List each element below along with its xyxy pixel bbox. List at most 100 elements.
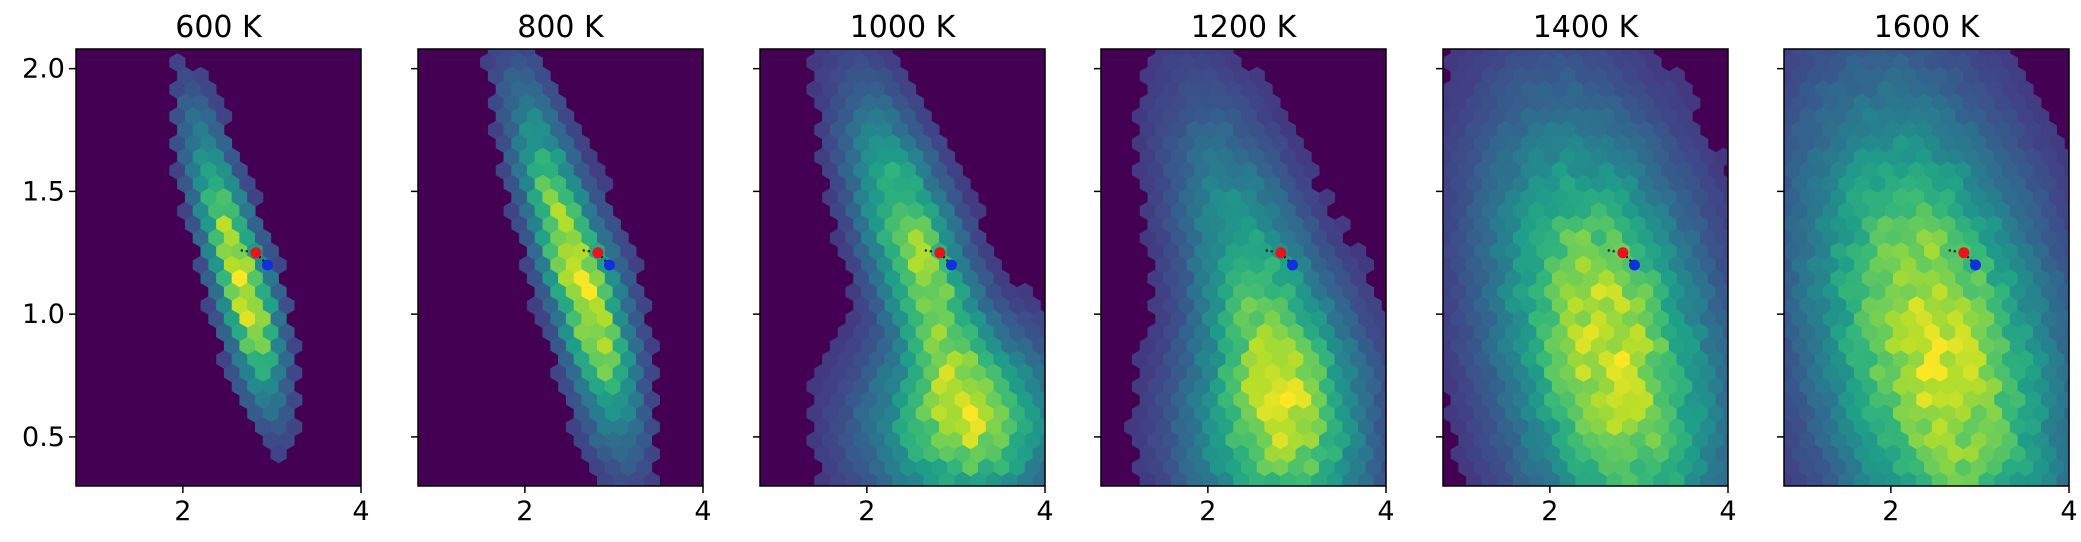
hexbin-cell [1280, 201, 1297, 221]
hexbin-cell [2064, 379, 2069, 394]
hexbin-cell [1575, 336, 1592, 356]
hexbin-cell [1544, 201, 1561, 221]
hexbin-cells [169, 53, 303, 464]
hexbin-cell [822, 404, 839, 423]
hexbin-cell [1606, 282, 1623, 302]
hexbin-cell [1698, 485, 1702, 486]
hexbin-cell [1924, 53, 1941, 72]
hexbin-cell [1155, 228, 1172, 248]
hexbin-cell [1715, 417, 1728, 437]
hexbin-cell [1684, 228, 1701, 248]
hexbin-cell [2017, 431, 2034, 450]
hexbin-cell [1458, 296, 1475, 315]
hexbin-cell [1900, 336, 1917, 356]
hexbin-cell [1202, 147, 1219, 167]
hexbin-cell [806, 431, 823, 450]
hexbin-cell [1955, 323, 1972, 342]
hexbin-cell [1994, 93, 2011, 113]
hexbin-cell [1326, 471, 1343, 486]
hexbin-cell [550, 174, 567, 194]
hexbin-cell [900, 458, 917, 477]
hexbin-cell [278, 404, 295, 423]
hexbin-cell [1334, 350, 1351, 369]
hexbin-cell [1319, 188, 1336, 207]
hexbin-cell [1723, 325, 1728, 340]
hexbin-cell [1194, 188, 1211, 207]
hexbin-cell [1178, 431, 1195, 450]
hexbin-cell [1869, 390, 1886, 410]
hexbin-cell [1163, 350, 1180, 369]
hexbin-cell [915, 323, 932, 342]
hexbin-cell [1838, 417, 1855, 437]
hexbin-cell [1598, 458, 1615, 477]
hexbin-cell [1264, 309, 1281, 329]
hexbin-cell [1163, 296, 1180, 315]
hexbin-cell [1684, 417, 1701, 437]
hexbin-cell [1822, 49, 1839, 59]
hexbin-cell [1799, 350, 1816, 369]
hexbin-cell [542, 242, 559, 261]
hexbin-cell [1731, 310, 1747, 329]
hexbin-cell [200, 269, 217, 288]
hexbin-cell [2017, 134, 2034, 153]
hexbin-cell [829, 336, 846, 356]
hexbin-cell [1163, 431, 1180, 450]
hexbin-cell [1583, 188, 1600, 207]
hexbin-cell [1311, 363, 1328, 383]
hexbin-cell [534, 174, 551, 194]
hexbin-cell [1846, 296, 1863, 315]
hexbin-cell [604, 431, 621, 450]
hexbin-cell [1325, 485, 1329, 486]
hexbin-cell [1295, 390, 1312, 410]
hexbin-cell [1846, 431, 1863, 450]
hexbin-cell [1955, 431, 1972, 450]
hexbin-cell [1590, 255, 1607, 275]
hexbin-cell [1520, 269, 1537, 288]
hexbin-cell [1731, 256, 1747, 275]
hexbin-cell [1590, 120, 1607, 140]
hexbin-cell [1606, 93, 1623, 113]
hexbin-cell [828, 485, 832, 486]
hexbin-cell [1838, 309, 1855, 329]
hexbin-cell [628, 282, 645, 302]
hexbin-cell [1481, 255, 1498, 275]
hexbin-cell [1590, 336, 1607, 356]
hexbin-cell [1481, 120, 1498, 140]
hexbin-cell [1473, 431, 1490, 450]
hexbin-cell [1978, 255, 1995, 275]
hexbin-cell [954, 336, 971, 356]
hexbin-cell [1739, 377, 1755, 396]
hexbin-cell [1622, 417, 1639, 437]
hexbin-cell [597, 228, 614, 248]
hexbin-cell [1040, 352, 1045, 367]
hexbin-cell [1287, 242, 1304, 261]
hexbin-cell [853, 377, 870, 396]
hexbin-cell [1248, 471, 1265, 486]
hexbin-cell [1287, 323, 1304, 342]
hexbin-cell [1280, 390, 1297, 410]
hexbin-cell [1225, 323, 1242, 342]
hexbin-cell [1784, 363, 1792, 383]
hexbin-cell [1760, 256, 1776, 275]
hexbin-cell [1892, 80, 1909, 99]
hexbin-cell [1056, 431, 1072, 450]
hexbin-cell [907, 201, 924, 221]
hexbin-cell [1978, 174, 1995, 194]
hexbin-cell [1760, 337, 1776, 356]
hexbin-cell [1900, 444, 1917, 464]
hexbin-cell [542, 269, 559, 288]
hexbin-cell [1877, 377, 1894, 396]
hexbin-cell [1653, 417, 1670, 437]
hexbin-cell [1707, 431, 1724, 450]
hexbin-cell [1544, 93, 1561, 113]
hexbin-cell [1389, 337, 1405, 356]
hexbin-cell [884, 404, 901, 423]
hexbin-cell [1481, 444, 1498, 464]
hexbin-cell [1916, 93, 1933, 113]
hexbin-cell [1178, 242, 1195, 261]
hexbin-cell [1760, 445, 1776, 464]
hexbin-cell [1559, 174, 1576, 194]
hexbin-cell [1947, 147, 1964, 167]
hexbin-cell [2033, 215, 2050, 234]
hexbin-cell [1583, 404, 1600, 423]
